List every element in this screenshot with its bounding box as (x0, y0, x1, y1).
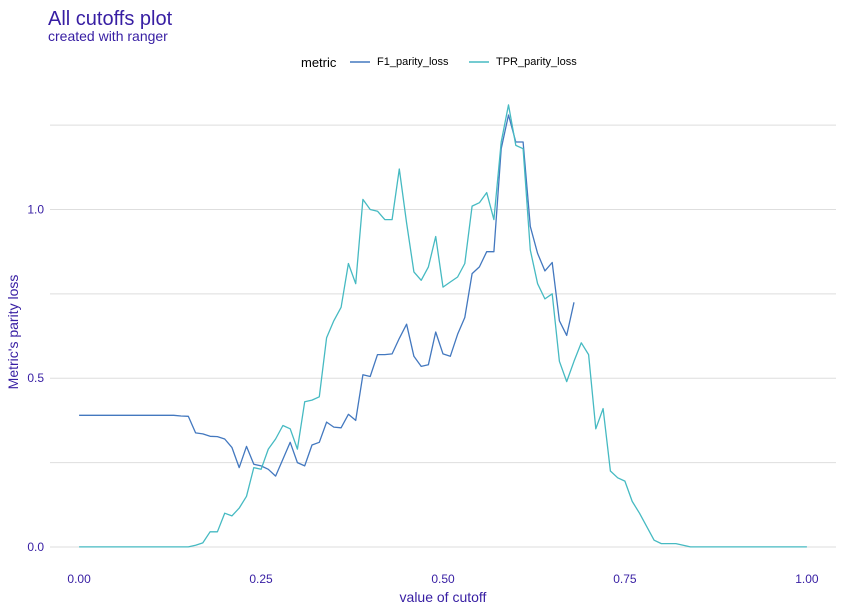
y-tick-label: 0.0 (27, 540, 44, 554)
x-tick-label: 0.50 (431, 572, 455, 586)
chart-title: All cutoffs plot (48, 8, 173, 30)
legend: metric F1_parity_loss TPR_parity_loss (301, 55, 577, 70)
x-tick-label: 0.00 (67, 572, 91, 586)
y-tick-label: 1.0 (27, 202, 44, 216)
series-line-f1-parity-loss (79, 114, 575, 477)
x-tick-label: 0.75 (613, 572, 637, 586)
x-tick-label: 1.00 (795, 572, 819, 586)
series-line-tpr-parity-loss (79, 104, 807, 548)
y-tick-label: 0.5 (27, 371, 44, 385)
chart-subtitle: created with ranger (48, 28, 168, 44)
x-axis-ticks: 0.00 0.25 0.50 0.75 1.00 (67, 572, 818, 586)
legend-title: metric (301, 55, 337, 70)
legend-label-tpr: TPR_parity_loss (496, 56, 577, 68)
x-tick-label: 0.25 (249, 572, 273, 586)
gridlines (50, 124, 836, 548)
series-lines (79, 104, 807, 548)
x-axis-label: value of cutoff (400, 589, 487, 605)
legend-label-f1: F1_parity_loss (377, 56, 449, 68)
y-axis-ticks: 0.0 0.5 1.0 (27, 202, 44, 553)
y-axis-label: Metric's parity loss (5, 275, 21, 390)
